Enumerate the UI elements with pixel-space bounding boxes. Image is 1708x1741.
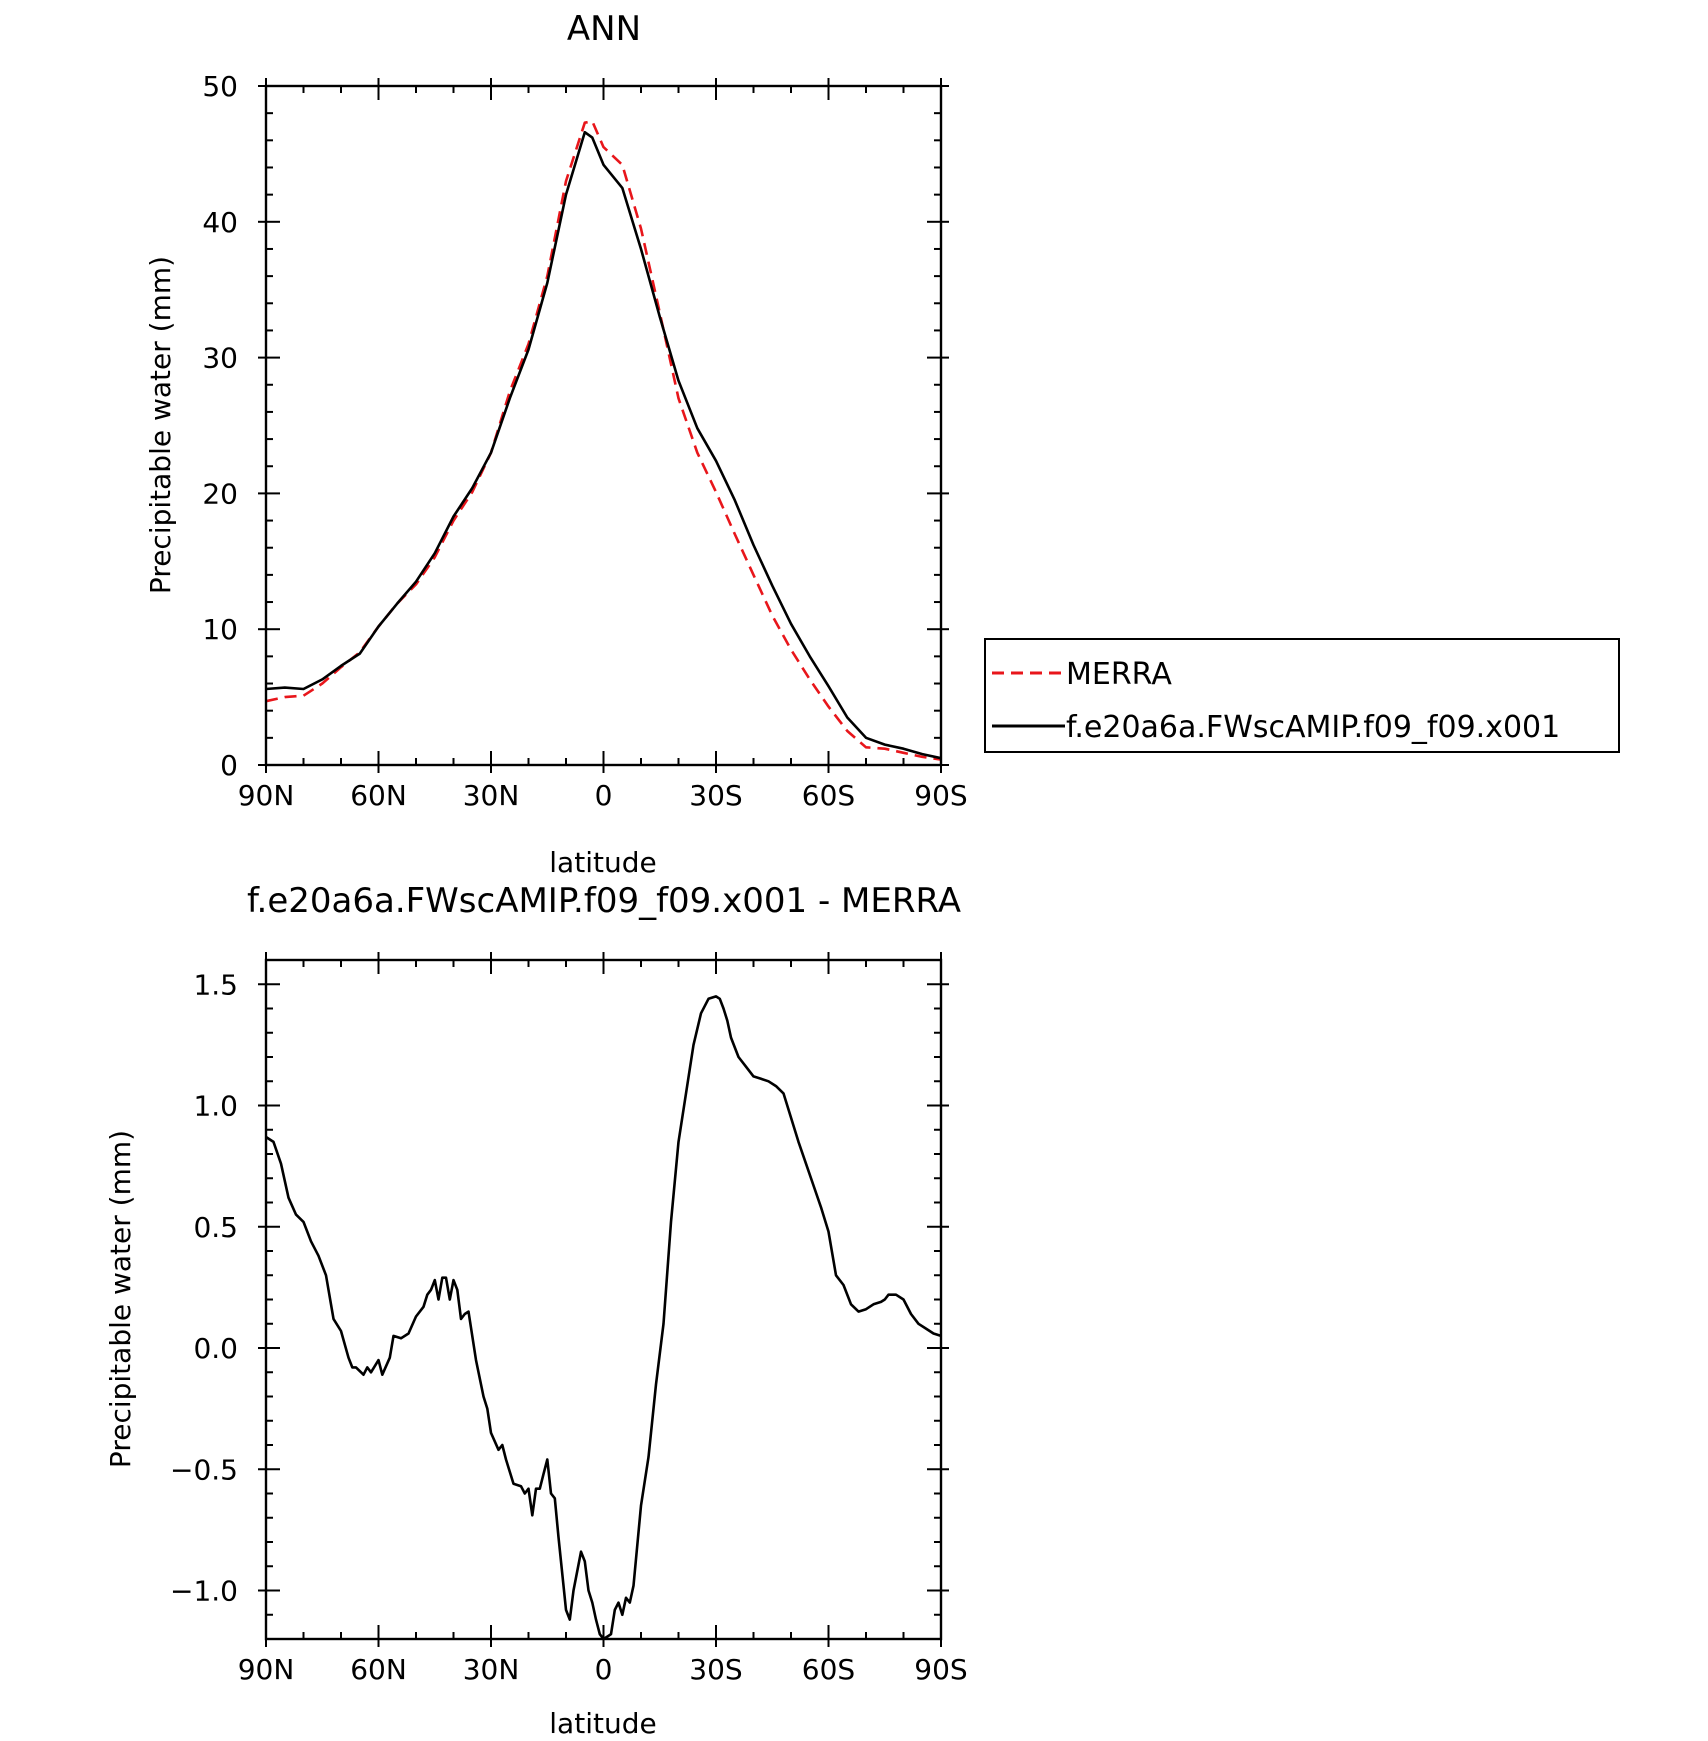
y-tick-label: −1.0 — [170, 1575, 238, 1608]
x-tick-label: 30N — [463, 1653, 520, 1686]
y-tick-label: 0.0 — [193, 1332, 238, 1365]
legend-box — [984, 638, 1620, 753]
y-tick-label: −0.5 — [170, 1453, 238, 1486]
x-tick-label: 90N — [238, 1653, 295, 1686]
x-tick-label: 0 — [595, 779, 613, 812]
y-tick-label: 20 — [202, 477, 238, 510]
bottom-series — [265, 995, 942, 1641]
y-tick-label: 30 — [202, 342, 238, 375]
y-tick-label: 50 — [202, 70, 238, 103]
x-tick-label: 60S — [802, 779, 855, 812]
y-tick-label: 1.5 — [193, 968, 238, 1001]
top-chart-title: ANN — [567, 9, 641, 49]
x-tick-label: 30S — [689, 1653, 742, 1686]
top-series — [265, 120, 942, 761]
x-tick-label: 0 — [595, 1653, 613, 1686]
top-y-axis-label: Precipitable water (mm) — [144, 256, 177, 594]
bottom-panel: f.e20a6a.FWscAMIP.f09_f09.x001 - MERRA 9… — [104, 881, 968, 1740]
y-tick-label: 10 — [202, 613, 238, 646]
top-x-axis-label: latitude — [549, 846, 656, 879]
bottom-x-ticks: 90N 60N 30N 0 30S 60S 90S — [238, 952, 968, 1686]
top-y-ticks: 0 10 20 30 40 50 — [202, 70, 949, 782]
x-tick-label: 30S — [689, 779, 742, 812]
top-series-line-model — [265, 130, 942, 760]
top-plot-frame — [264, 84, 943, 767]
bottom-y-ticks: 1.5 1.0 0.5 0.0 −0.5 −1.0 — [170, 959, 949, 1616]
bottom-x-axis-label: latitude — [549, 1707, 656, 1740]
top-series-line-merra — [265, 120, 942, 761]
y-tick-label: 40 — [202, 206, 238, 239]
y-tick-label: 1.0 — [193, 1090, 238, 1123]
legend-merra-label: MERRA — [1066, 657, 1172, 692]
bottom-plot-frame — [264, 958, 943, 1641]
bottom-series-line-model — [265, 995, 942, 1641]
y-tick-label: 0 — [220, 749, 238, 782]
x-tick-label: 60N — [350, 1653, 407, 1686]
x-tick-label: 90S — [914, 779, 967, 812]
x-tick-label: 90N — [238, 779, 295, 812]
x-tick-label: 60N — [350, 779, 407, 812]
y-tick-label: 0.5 — [193, 1211, 238, 1244]
x-tick-label: 60S — [802, 1653, 855, 1686]
x-tick-label: 30N — [463, 779, 520, 812]
bottom-y-axis-label: Precipitable water (mm) — [104, 1130, 137, 1468]
top-x-ticks: 90N 60N 30N 0 30S 60S 90S — [238, 78, 968, 812]
top-panel: ANN 90N 60N 30N 0 30S 60S 90S 0 10 20 30 40 50 lati… — [144, 9, 1620, 879]
bottom-chart-title: f.e20a6a.FWscAMIP.f09_f09.x001 - MERRA — [247, 881, 961, 921]
legend: MERRA f.e20a6a.FWscAMIP.f09_f09.x001 — [984, 638, 1620, 753]
x-tick-label: 90S — [914, 1653, 967, 1686]
legend-model-label: f.e20a6a.FWscAMIP.f09_f09.x001 — [1066, 710, 1560, 745]
